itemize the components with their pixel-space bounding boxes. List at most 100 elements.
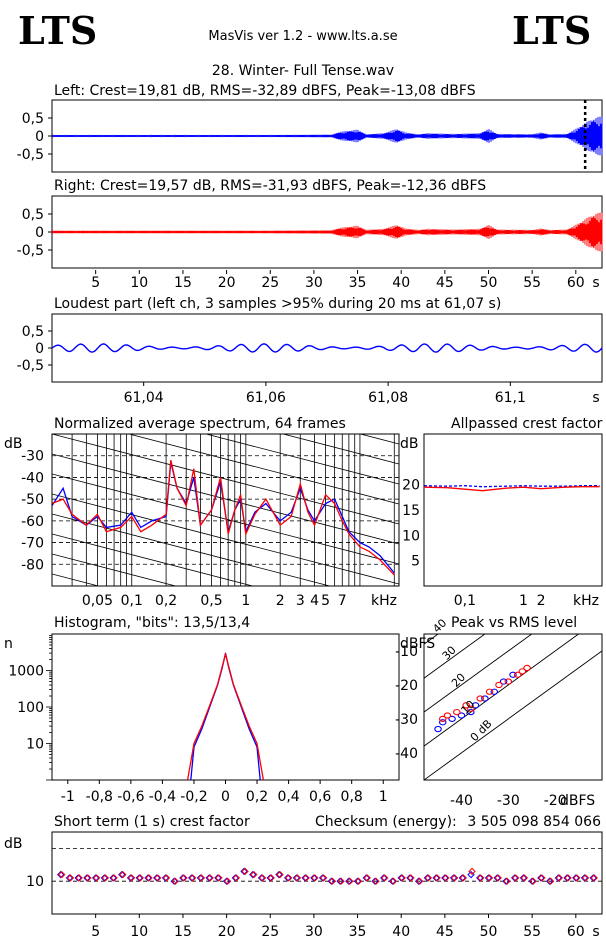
short-term-point-right (206, 874, 214, 882)
short-term-point-right (337, 877, 345, 885)
short-term-point-right (285, 874, 293, 882)
short-term-xtick-label: 10 (130, 924, 148, 940)
short-term-point-left (537, 874, 545, 882)
short-term-point-left (205, 874, 213, 882)
histogram-ytick-label: 100 (17, 700, 44, 716)
spectrum-xtick-label: 0,05 (82, 593, 113, 609)
crest-ytick-label: 15 (402, 503, 420, 519)
short-term-point-right (250, 870, 258, 879)
peak-rms-point-left (499, 678, 508, 685)
short-term-point-left (179, 874, 187, 882)
peak-rms-point-right (485, 688, 494, 695)
crest-title: Allpassed crest factor (451, 416, 603, 432)
short-term-point-left (519, 874, 528, 882)
short-term-point-left (249, 870, 257, 879)
short-term-point-right (328, 877, 337, 885)
loudest-ytick-label: -0,5 (17, 358, 44, 374)
short-term-point-right (485, 874, 494, 882)
peak-rms-ytick-label: -10 (395, 644, 418, 660)
short-term-point-left (476, 874, 484, 882)
spectrum-series-left (52, 462, 395, 574)
time-axis-xtick-label: 25 (261, 275, 279, 291)
time-axis-xtick-label: 5 (91, 275, 100, 291)
spectrum-ylabel: dB (4, 436, 23, 452)
histogram-xtick-label: -0,8 (86, 789, 113, 805)
spectrum-ytick-label: -70 (21, 536, 44, 552)
spectrum-slope (281, 434, 399, 465)
short-term-point-left (493, 874, 501, 882)
crest-series-right (423, 486, 600, 492)
peak-rms-xtick-label: -30 (497, 793, 520, 809)
short-term-point-right (75, 874, 83, 882)
left-waveform-wave (51, 116, 603, 156)
short-term-xtick-label: 5 (91, 924, 100, 940)
short-term-point-left (144, 874, 152, 882)
loudest-xtick-label: 61,04 (124, 390, 164, 406)
short-term-point-left (388, 877, 397, 885)
peak-rms-xtick-label: -20 (544, 793, 567, 809)
short-term-point-left (449, 874, 458, 882)
short-term-point-left (423, 874, 432, 882)
short-term-point-left (118, 870, 126, 879)
crest-xtick-label: 0,1 (454, 593, 476, 609)
short-term-point-right (258, 874, 267, 882)
peak-rms-ytick-label: -20 (395, 678, 418, 694)
histogram-xtick-label: 0 (221, 789, 230, 805)
short-term-point-right (136, 874, 145, 882)
right-waveform-ytick-label: -0,5 (17, 243, 44, 259)
short-term-point-left (257, 874, 266, 882)
spectrum-slope (52, 473, 399, 565)
loudest-xtick-label: 61,06 (246, 390, 286, 406)
left-waveform-ytick-label: -0,5 (17, 147, 44, 163)
spectrum-xtick-label: 0,1 (121, 593, 143, 609)
right-waveform-title: Right: Crest=19,57 dB, RMS=-31,93 dBFS, … (54, 178, 486, 194)
peak-rms-diagonal-label: 20 (449, 671, 468, 690)
spectrum-ytick-label: -60 (21, 514, 44, 530)
right-waveform-ytick-label: 0,5 (22, 207, 44, 223)
short-term-point-right (468, 867, 476, 876)
short-term-point-right (267, 874, 275, 882)
histogram-xtick-label: 0,8 (341, 789, 363, 805)
short-term-point-left (371, 877, 379, 885)
short-term-point-right (162, 874, 171, 882)
loudest-xtick-label: 61,1 (495, 390, 526, 406)
peak-rms-plot (424, 634, 602, 780)
time-axis-xtick-label: 55 (523, 275, 541, 291)
short-term-point-left (161, 874, 170, 882)
short-term-xtick-label: s (592, 924, 599, 940)
short-term-point-left (222, 877, 231, 885)
short-term-point-left (502, 877, 510, 885)
histogram-xtick-label: -0,6 (117, 789, 144, 805)
short-term-point-left (467, 870, 475, 879)
peak-rms-point-left (448, 715, 456, 723)
short-term-point-right (171, 877, 179, 885)
peak-rms-point-left (481, 695, 489, 702)
short-term-point-right (66, 874, 75, 882)
short-term-point-left (301, 874, 309, 882)
peak-rms-point-right (513, 671, 522, 678)
short-term-point-right (276, 870, 284, 879)
peak-rms-diagonal-label: 30 (440, 644, 459, 663)
peak-rms-frame (423, 633, 603, 781)
spectrum-title: Normalized average spectrum, 64 frames (54, 416, 346, 432)
peak-rms-diagonal-label: 40 (430, 616, 449, 635)
short-term-point-left (170, 877, 178, 885)
spectrum-xtick-label: 7 (338, 593, 347, 609)
time-axis-xtick-label: 60 (567, 275, 585, 291)
short-term-point-right (154, 874, 162, 882)
peak-rms-point-right (523, 664, 531, 672)
short-term-point-left (109, 874, 117, 882)
short-term-point-left (231, 874, 240, 882)
time-axis-xtick-label: 40 (392, 275, 410, 291)
histogram-xtick-label: 0,4 (277, 789, 299, 805)
spectrum-ytick-label: -40 (21, 470, 44, 486)
peak-rms-ytick-label: -40 (395, 746, 418, 762)
spectrum-series-right (52, 459, 395, 576)
short-term-point-left (284, 874, 292, 882)
short-term-point-left (292, 874, 301, 882)
crest-xtick-label: 2 (537, 593, 546, 609)
spectrum-xtick-label: 2 (276, 593, 285, 609)
short-term-point-right (564, 874, 572, 882)
short-term-point-right (529, 877, 537, 885)
